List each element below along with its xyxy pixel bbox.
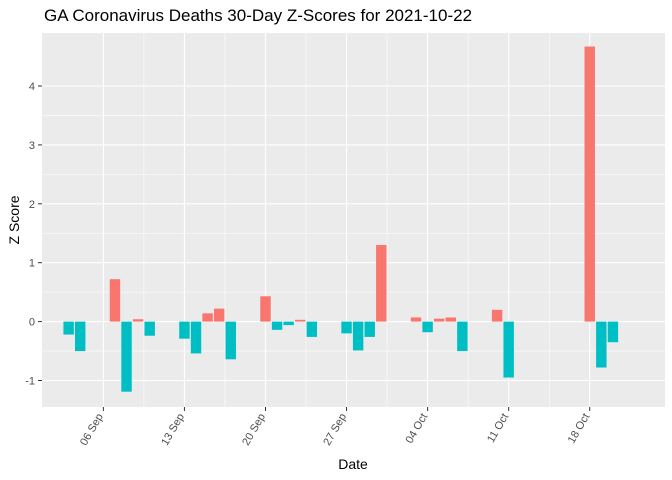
bar-2021-09-29 [364, 321, 375, 337]
bar-2021-10-06 [445, 317, 456, 322]
bar-2021-09-24 [306, 321, 318, 337]
y-tick-label: -1 [25, 375, 35, 387]
x-tick-label: 11 Oct [485, 412, 511, 445]
bar-2021-09-10 [144, 321, 155, 336]
y-tick-label: 0 [29, 317, 35, 329]
x-tick-label: 18 Oct [566, 412, 593, 446]
bar-2021-10-18 [584, 46, 595, 322]
bar-2021-09-13 [179, 321, 190, 339]
bar-2021-09-15 [202, 313, 213, 322]
bars [63, 46, 619, 392]
bar-2021-09-20 [260, 296, 271, 322]
bar-2021-10-10 [491, 309, 503, 322]
bar-2021-10-04 [422, 321, 433, 333]
bar-2021-09-21 [271, 321, 283, 330]
bar-2021-09-16 [213, 308, 225, 322]
bar-2021-09-17 [225, 321, 236, 360]
y-axis: -1 0 1 2 3 4 [25, 81, 42, 387]
bar-2021-09-03 [63, 321, 74, 335]
bar-2021-09-04 [75, 321, 86, 352]
bar-2021-09-09 [132, 319, 144, 322]
x-tick-label: 20 Sep [240, 412, 268, 448]
y-tick-label: 1 [29, 258, 35, 270]
y-axis-title: Z Score [6, 195, 22, 244]
bar-2021-10-07 [457, 321, 468, 352]
bar-2021-10-19 [596, 321, 607, 368]
x-tick-label: 06 Sep [78, 412, 106, 448]
bar-2021-09-07 [109, 279, 121, 322]
chart-title: GA Coronavirus Deaths 30-Day Z-Scores fo… [44, 6, 473, 25]
bar-2021-10-03 [410, 317, 422, 322]
x-tick-label: 13 Sep [159, 412, 187, 448]
bar-2021-10-11 [503, 321, 514, 378]
x-axis-title: Date [338, 456, 368, 472]
x-tick-label: 27 Sep [321, 412, 349, 448]
y-tick-label: 4 [29, 81, 35, 93]
bar-2021-09-22 [283, 321, 294, 326]
y-tick-label: 2 [29, 199, 35, 211]
bar-2021-09-28 [352, 321, 364, 351]
x-tick-label: 04 Oct [404, 412, 431, 446]
bar-2021-09-23 [295, 319, 306, 322]
bar-2021-09-27 [341, 321, 352, 334]
bar-2021-10-20 [607, 321, 619, 343]
bar-2021-10-05 [433, 318, 445, 322]
bar-2021-09-08 [121, 321, 132, 392]
bar-2021-09-14 [190, 321, 202, 354]
x-axis: 06 Sep 13 Sep 20 Sep 27 Sep 04 Oct 11 Oct 18 O… [78, 407, 592, 448]
grid-lines [42, 33, 665, 407]
y-tick-label: 3 [29, 140, 35, 152]
bar-2021-09-30 [376, 245, 387, 322]
